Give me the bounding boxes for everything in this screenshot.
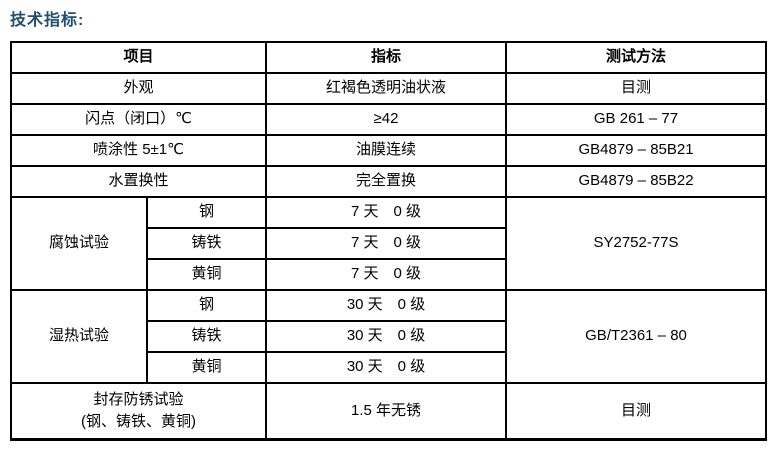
- row-seal-rust: 封存防锈试验 (钢、铸铁、黄铜) 1.5 年无锈 目测: [9, 382, 768, 441]
- cell-corrosion-method: SY2752-77S: [505, 196, 768, 291]
- cell-corrosion-material-brass: 黄铜: [145, 258, 268, 291]
- cell-damp-heat-indicator-steel: 30 天 0 级: [265, 289, 508, 322]
- cell-appearance-item: 外观: [9, 72, 268, 105]
- cell-sprayability-method: GB4879 – 85B21: [505, 134, 768, 167]
- cell-corrosion-indicator-brass: 7 天 0 级: [265, 258, 508, 291]
- cell-corrosion-item: 腐蚀试验: [10, 196, 148, 291]
- row-water-displacement: 水置换性 完全置换 GB4879 – 85B22: [9, 165, 768, 198]
- cell-damp-heat-method: GB/T2361 – 80: [505, 289, 768, 384]
- cell-sprayability-item: 喷涂性 5±1℃: [9, 134, 268, 167]
- page-title: 技术指标:: [10, 12, 85, 29]
- row-damp-heat-cast-iron: 铸铁 30 天 0 级: [11, 320, 766, 353]
- row-corrosion-cast-iron: 铸铁 7 天 0 级: [11, 227, 766, 260]
- cell-damp-heat-material-brass: 黄铜: [145, 351, 268, 384]
- table-header-row: 项目 指标 测试方法: [9, 41, 768, 74]
- cell-damp-heat-material-steel: 钢: [145, 289, 268, 322]
- cell-damp-heat-item: 湿热试验: [10, 289, 148, 384]
- row-corrosion-steel: 腐蚀试验 钢 7 天 0 级 SY2752-77S: [10, 196, 768, 291]
- cell-appearance-indicator: 红褐色透明油状液: [265, 72, 508, 105]
- row-damp-heat-brass: 黄铜 30 天 0 级: [11, 351, 766, 384]
- cell-corrosion-indicator-cast-iron: 7 天 0 级: [265, 227, 508, 260]
- cell-damp-heat-material-cast-iron: 铸铁: [145, 320, 268, 353]
- header-cell-item: 项目: [9, 41, 268, 74]
- cell-flash-point-method: GB 261 – 77: [505, 103, 768, 136]
- cell-damp-heat-indicator-cast-iron: 30 天 0 级: [265, 320, 508, 353]
- header-cell-indicator: 指标: [265, 41, 508, 74]
- cell-water-displacement-method: GB4879 – 85B22: [505, 165, 768, 198]
- cell-appearance-method: 目测: [505, 72, 768, 105]
- spec-table: 项目 指标 测试方法 外观 红褐色透明油状液 目测 闪点（闭口）℃ ≥42 GB…: [9, 41, 768, 441]
- row-damp-heat-steel: 湿热试验 钢 30 天 0 级 GB/T2361 – 80: [10, 289, 768, 384]
- row-appearance: 外观 红褐色透明油状液 目测: [9, 72, 768, 105]
- cell-flash-point-indicator: ≥42: [265, 103, 508, 136]
- header-cell-method: 测试方法: [505, 41, 768, 74]
- cell-seal-rust-indicator: 1.5 年无锈: [265, 382, 508, 441]
- cell-corrosion-indicator-steel: 7 天 0 级: [265, 196, 508, 229]
- cell-corrosion-material-steel: 钢: [145, 196, 268, 229]
- cell-corrosion-material-cast-iron: 铸铁: [145, 227, 268, 260]
- seal-rust-item-line2: (钢、铸铁、黄铜): [81, 413, 196, 430]
- cell-damp-heat-indicator-brass: 30 天 0 级: [265, 351, 508, 384]
- cell-sprayability-indicator: 油膜连续: [265, 134, 508, 167]
- row-flash-point: 闪点（闭口）℃ ≥42 GB 261 – 77: [9, 103, 768, 136]
- cell-flash-point-item: 闪点（闭口）℃: [9, 103, 268, 136]
- cell-water-displacement-item: 水置换性: [9, 165, 268, 198]
- cell-seal-rust-item: 封存防锈试验 (钢、铸铁、黄铜): [9, 382, 268, 441]
- row-corrosion-brass: 黄铜 7 天 0 级: [11, 258, 766, 291]
- seal-rust-item-line1: 封存防锈试验: [93, 390, 184, 408]
- cell-seal-rust-method: 目测: [505, 382, 768, 441]
- cell-water-displacement-indicator: 完全置换: [265, 165, 508, 198]
- row-sprayability: 喷涂性 5±1℃ 油膜连续 GB4879 – 85B21: [9, 134, 768, 167]
